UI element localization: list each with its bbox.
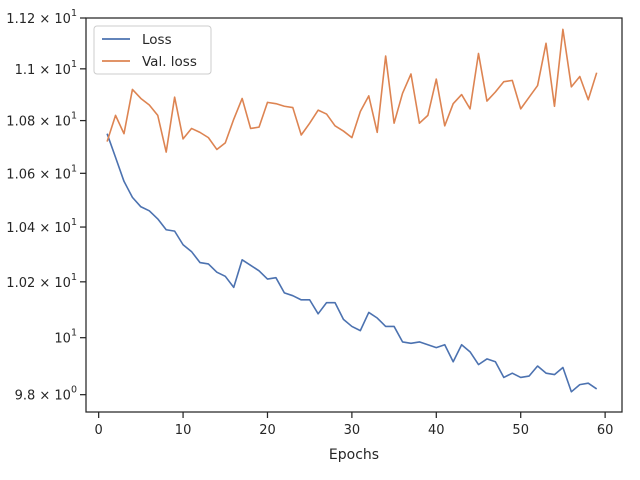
x-tick-label: 40	[428, 423, 445, 438]
x-tick-label: 30	[344, 423, 361, 438]
legend: Loss Val. loss	[93, 25, 212, 75]
x-tick-label: 20	[259, 423, 276, 438]
axes-frame	[85, 17, 623, 413]
x-tick-label: 10	[175, 423, 192, 438]
x-tick-label: 0	[95, 423, 103, 438]
plot-area	[106, 28, 598, 393]
y-tick-label: 101	[54, 328, 77, 347]
y-tick-label: 9.8 × 100	[15, 385, 77, 404]
x-tick-label: 60	[597, 423, 614, 438]
y-tick-label: 1.08 × 101	[6, 111, 77, 130]
x-axis: 0 10 20 30 40 50 60	[95, 412, 614, 438]
y-tick-label: 1.06 × 101	[6, 163, 77, 182]
legend-label: Loss	[142, 32, 172, 48]
y-tick-label: 1.02 × 101	[6, 272, 77, 291]
legend-label: Val. loss	[142, 54, 197, 70]
series-line-loss	[106, 133, 598, 393]
y-axis: 9.8 × 100 101 1.02 × 101 1.04 × 101 1.06 × 1…	[6, 8, 86, 404]
series-line-val-loss	[106, 28, 598, 153]
y-tick-label: 1.12 × 101	[6, 8, 77, 27]
y-tick-label: 1.04 × 101	[6, 217, 77, 236]
x-tick-label: 50	[512, 423, 529, 438]
y-tick-label: 1.1 × 101	[15, 59, 77, 78]
x-axis-label: Epochs	[329, 447, 379, 463]
legend-box	[93, 25, 212, 75]
